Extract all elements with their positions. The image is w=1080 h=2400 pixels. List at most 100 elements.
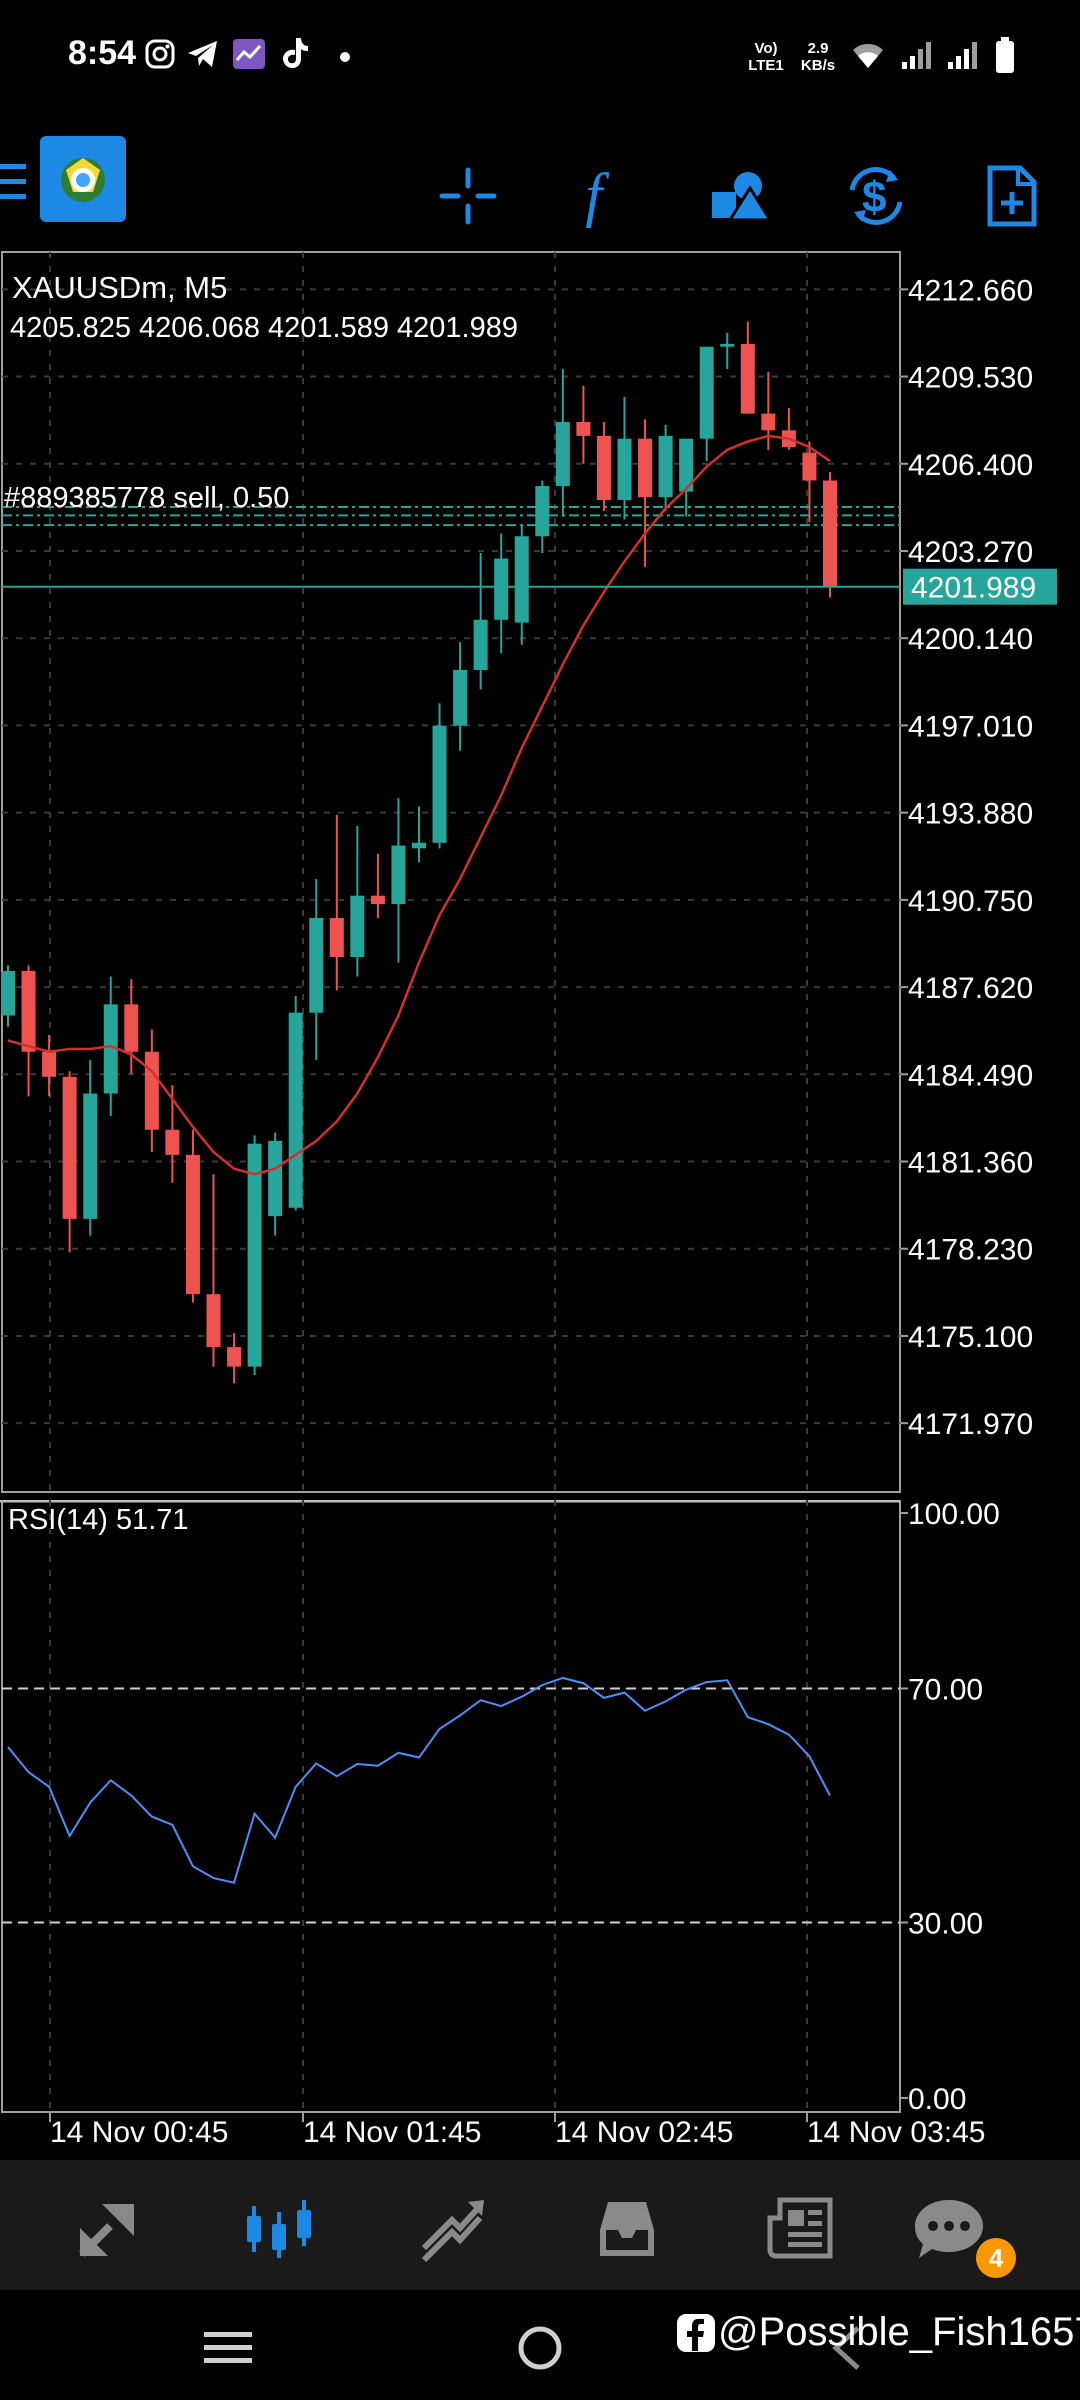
rsi-title: RSI(14) 51.71 bbox=[8, 1504, 189, 1536]
price-tick-label: 4193.880 bbox=[908, 798, 1033, 831]
candle bbox=[514, 525, 529, 645]
quotes-icon[interactable] bbox=[62, 2184, 152, 2274]
chart-icon[interactable] bbox=[234, 2184, 324, 2274]
order-label[interactable]: #889385778 sell, 0.50 bbox=[4, 482, 290, 514]
candle-body bbox=[124, 1004, 139, 1052]
candle-body bbox=[370, 895, 385, 905]
candle-body bbox=[412, 842, 426, 849]
chat-icon[interactable] bbox=[904, 2184, 994, 2274]
candle-body bbox=[658, 435, 673, 498]
objects-icon[interactable] bbox=[700, 156, 780, 236]
candle-body bbox=[391, 845, 406, 905]
candle bbox=[576, 385, 591, 464]
candle-body bbox=[350, 895, 365, 957]
signal-icon-2 bbox=[946, 40, 980, 75]
candle bbox=[124, 979, 139, 1075]
candle-body bbox=[699, 346, 714, 439]
time-tick bbox=[554, 2112, 556, 2122]
moving-average-line bbox=[7, 434, 831, 1176]
status-time: 8:54 bbox=[68, 34, 137, 72]
time-tick-label: 14 Nov 02:45 bbox=[555, 2116, 734, 2149]
candle bbox=[412, 806, 426, 863]
chart-toolbar: f $ bbox=[0, 110, 1080, 250]
time-tick bbox=[49, 2112, 51, 2122]
system-navigation: @Possible_Fish1657 bbox=[0, 2290, 1080, 2400]
chart-frame bbox=[1, 251, 901, 1493]
candle bbox=[268, 1132, 283, 1236]
facebook-icon bbox=[677, 2313, 715, 2352]
time-tick-label: 14 Nov 00:45 bbox=[50, 2116, 229, 2149]
svg-text:$: $ bbox=[862, 173, 886, 222]
wifi-icon bbox=[850, 40, 886, 75]
symbol-label: XAUUSDm, M5 bbox=[12, 270, 228, 305]
candle bbox=[185, 1129, 200, 1303]
candle-body bbox=[165, 1129, 180, 1155]
candle-body bbox=[329, 917, 344, 957]
watermark-text: @Possible_Fish1657 bbox=[718, 2310, 1080, 2354]
price-tick-label: 4171.970 bbox=[908, 1408, 1033, 1441]
candle-body bbox=[144, 1051, 159, 1130]
candle bbox=[227, 1333, 242, 1384]
time-axis: 14 Nov 00:45 14 Nov 01:45 14 Nov 02:45 14 N… bbox=[0, 2112, 1080, 2158]
candle bbox=[535, 480, 550, 553]
bottom-navigation: 4 bbox=[0, 2160, 1080, 2290]
crosshair-icon[interactable] bbox=[428, 156, 508, 236]
current-price-tag bbox=[903, 568, 1057, 605]
candle-body bbox=[103, 1004, 118, 1094]
new-document-icon[interactable] bbox=[972, 156, 1052, 236]
candle bbox=[83, 1060, 98, 1236]
instagram-icon bbox=[144, 38, 176, 75]
candle-body bbox=[247, 1143, 262, 1367]
price-tick-label: 4175.100 bbox=[908, 1321, 1033, 1354]
metatrader-logo[interactable] bbox=[40, 136, 126, 222]
candle bbox=[473, 552, 488, 690]
candle bbox=[21, 965, 36, 1097]
price-tick-label: 4190.750 bbox=[908, 885, 1033, 918]
chart-app-icon bbox=[232, 38, 266, 75]
chat-badge: 4 bbox=[976, 2238, 1016, 2278]
price-tick-label: 4212.660 bbox=[908, 274, 1033, 307]
history-icon[interactable] bbox=[582, 2184, 672, 2274]
price-chart[interactable]: 4212.660 4209.530 4206.400 4203.270 4200.140… bbox=[0, 250, 1080, 1500]
news-icon[interactable] bbox=[756, 2184, 846, 2274]
candle-body bbox=[268, 1140, 283, 1217]
candle-body bbox=[823, 480, 837, 587]
status-bar: 8:54 Vo) LTE1 2.9 KB/s bbox=[0, 0, 1080, 110]
rsi-panel[interactable]: 100.00 70.00 30.00 0.00 RSI(14) 51.71 bbox=[0, 1498, 1080, 2120]
candle-body bbox=[1, 970, 15, 1016]
rsi-frame bbox=[1, 1499, 901, 2113]
rsi-tick-label: 100.00 bbox=[908, 1500, 1000, 1531]
price-tick-label: 4209.530 bbox=[908, 362, 1033, 395]
trade-icon[interactable] bbox=[408, 2184, 498, 2274]
time-tick bbox=[302, 2112, 304, 2122]
home-icon[interactable] bbox=[516, 2324, 564, 2377]
menu-icon[interactable] bbox=[0, 160, 28, 209]
candle bbox=[555, 369, 570, 517]
candle bbox=[658, 424, 673, 512]
price-tick-label: 4181.360 bbox=[908, 1147, 1033, 1180]
candle-body bbox=[761, 413, 776, 431]
candle-body bbox=[206, 1294, 221, 1348]
watermark: @Possible_Fish1657 bbox=[676, 2310, 1080, 2355]
indicator-f-icon[interactable]: f bbox=[564, 156, 644, 236]
candle bbox=[596, 421, 611, 512]
candle bbox=[329, 814, 344, 991]
network-speed: 2.9 KB/s bbox=[800, 40, 836, 74]
candle-body bbox=[21, 970, 36, 1052]
candle-body bbox=[555, 421, 570, 487]
candle-body bbox=[494, 558, 509, 620]
rsi-tick-label: 0.00 bbox=[908, 2083, 966, 2116]
telegram-icon bbox=[186, 38, 220, 75]
back-icon[interactable] bbox=[828, 2324, 864, 2377]
currency-exchange-icon[interactable]: $ bbox=[836, 156, 916, 236]
recent-apps-icon[interactable] bbox=[204, 2330, 254, 2371]
candle bbox=[1, 965, 15, 1027]
candle-body bbox=[309, 917, 324, 1013]
price-tick-label: 4206.400 bbox=[908, 449, 1033, 482]
candle bbox=[638, 419, 653, 567]
candle-body bbox=[740, 343, 755, 414]
candle-body bbox=[638, 438, 653, 498]
candle bbox=[247, 1135, 262, 1375]
candle bbox=[802, 441, 817, 523]
current-price-label: 4201.989 bbox=[911, 572, 1036, 605]
